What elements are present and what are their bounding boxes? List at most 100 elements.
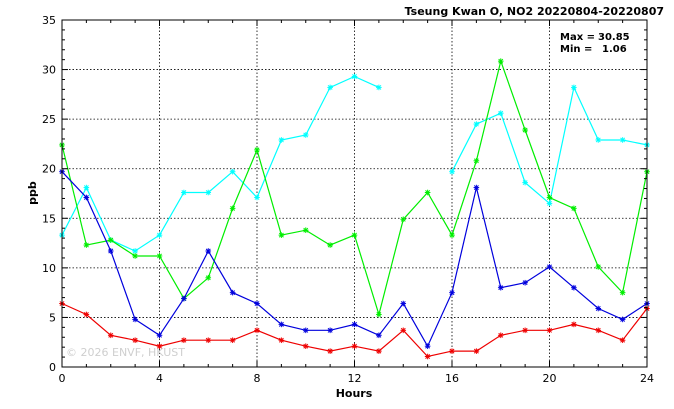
x-tick-label: 24	[640, 372, 654, 385]
data-point	[132, 248, 138, 254]
data-point	[156, 343, 163, 349]
data-point	[205, 274, 212, 281]
y-tick-label: 15	[42, 212, 56, 225]
x-axis-label: Hours	[336, 387, 373, 400]
data-point	[229, 205, 236, 212]
data-point	[473, 157, 480, 164]
data-point	[205, 189, 212, 196]
data-point	[546, 264, 553, 270]
x-tick-label: 0	[59, 372, 66, 385]
data-point	[424, 343, 431, 349]
data-point	[571, 205, 577, 212]
data-point	[522, 327, 528, 334]
data-point	[83, 194, 90, 201]
data-point	[327, 327, 333, 334]
data-point	[83, 242, 90, 248]
data-point	[278, 137, 285, 143]
x-tick-label: 16	[445, 372, 459, 385]
data-point	[351, 321, 358, 328]
data-point	[571, 84, 577, 91]
data-point	[497, 58, 504, 64]
data-point	[619, 137, 626, 143]
data-point	[497, 332, 504, 339]
data-point	[376, 348, 382, 354]
data-point	[522, 179, 528, 186]
min-label: Min =	[560, 44, 592, 55]
y-axis-label: ppb	[26, 181, 39, 205]
ticks	[61, 19, 648, 368]
data-point	[278, 232, 285, 238]
data-point	[619, 337, 626, 344]
y-tick-label: 5	[49, 311, 56, 324]
data-point	[376, 311, 382, 318]
data-point	[132, 337, 138, 344]
series-3	[59, 300, 650, 360]
data-point	[571, 321, 577, 328]
data-point	[473, 121, 480, 127]
data-point	[473, 348, 480, 354]
data-point	[449, 232, 455, 238]
data-point	[400, 327, 407, 334]
y-tick-label: 0	[49, 361, 56, 374]
x-tick-label: 8	[254, 372, 261, 385]
data-point	[497, 284, 504, 291]
data-point	[254, 147, 260, 153]
y-tick-label: 10	[42, 262, 56, 275]
data-point	[327, 242, 333, 248]
data-point	[522, 279, 528, 286]
data-point	[181, 295, 187, 302]
data-point	[83, 311, 90, 318]
data-point	[205, 337, 212, 344]
data-point	[132, 253, 138, 259]
data-point	[351, 232, 358, 238]
data-point	[327, 84, 333, 91]
data-point	[595, 327, 602, 334]
series-2	[59, 168, 650, 349]
data-point	[156, 332, 163, 339]
data-point	[546, 327, 553, 334]
x-tick-label: 20	[543, 372, 557, 385]
data-point	[424, 353, 431, 360]
data-point	[327, 348, 333, 354]
watermark: © 2026 ENVF, HKUST	[66, 346, 185, 359]
data-point	[132, 316, 138, 323]
data-point	[229, 168, 236, 175]
y-tick-label: 20	[42, 163, 56, 176]
y-tick-label: 30	[42, 64, 56, 77]
data-point	[205, 248, 212, 254]
data-point	[424, 189, 431, 196]
data-point	[302, 227, 309, 233]
series-layer	[59, 58, 650, 360]
data-point	[302, 327, 309, 334]
data-point	[254, 300, 260, 307]
grid	[62, 20, 647, 367]
data-point	[181, 337, 187, 344]
data-point	[107, 332, 114, 339]
x-tick-labels: 0 4 8 12 16 20 24	[59, 372, 655, 385]
data-point	[619, 289, 626, 296]
data-point	[83, 184, 90, 191]
data-point	[278, 321, 285, 328]
data-point	[376, 332, 382, 339]
data-point	[181, 189, 187, 196]
data-point	[254, 327, 260, 334]
max-label: Max =	[560, 32, 595, 43]
data-point	[619, 316, 626, 323]
data-point	[522, 127, 528, 133]
data-point	[302, 343, 309, 349]
data-point	[376, 84, 382, 91]
data-point	[449, 348, 455, 354]
data-point	[351, 343, 358, 349]
x-tick-label: 12	[348, 372, 362, 385]
data-point	[546, 194, 553, 201]
y-tick-labels: 0 5 10 15 20 25 30 35	[42, 14, 56, 374]
data-point	[449, 168, 455, 175]
data-point	[595, 305, 602, 312]
data-point	[156, 253, 163, 259]
data-point	[449, 289, 455, 296]
x-tick-label: 4	[156, 372, 163, 385]
chart-title: Tseung Kwan O, NO2 20220804-20220807	[405, 5, 664, 18]
y-tick-label: 25	[42, 113, 56, 126]
data-point	[595, 264, 602, 270]
